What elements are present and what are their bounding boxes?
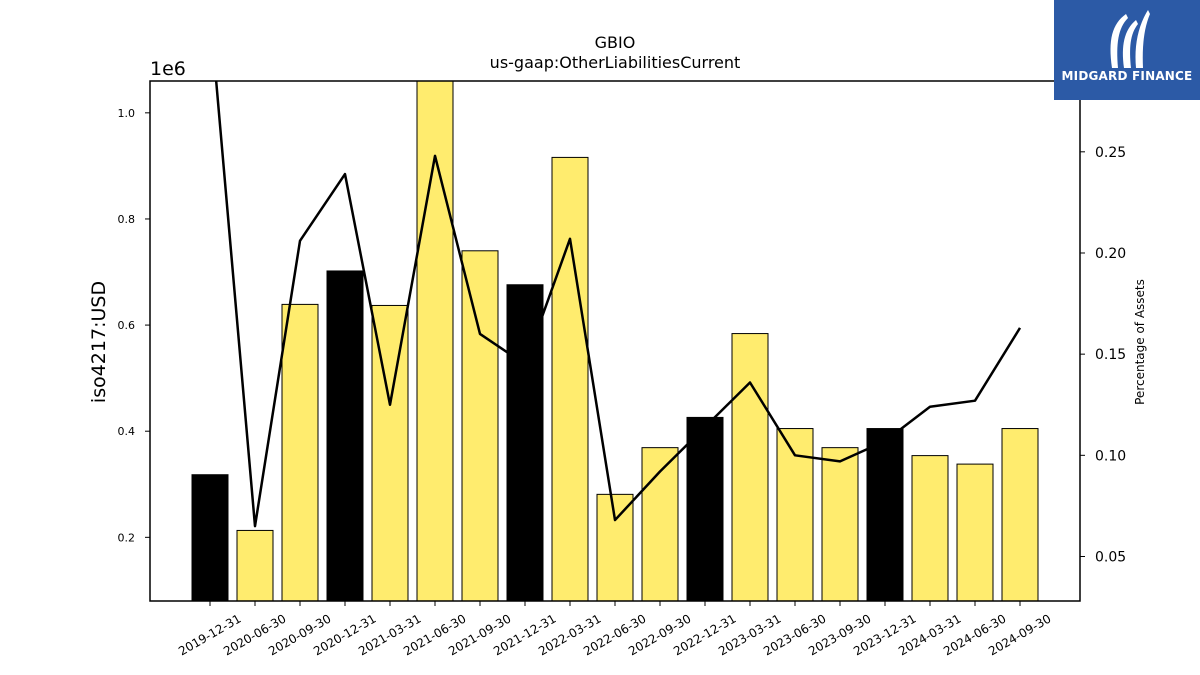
midgard-logo: MIDGARD FINANCE bbox=[1054, 0, 1200, 100]
bar bbox=[416, 80, 454, 602]
line-series bbox=[214, 81, 1022, 528]
midgard-logo-icon bbox=[1110, 10, 1150, 68]
y-axis-offset-label: 1e6 bbox=[150, 58, 186, 80]
y2-axis-label: Percentage of Assets bbox=[1133, 279, 1147, 405]
bar-series bbox=[191, 80, 1039, 602]
y-axis-label: iso4217:USD bbox=[88, 281, 110, 403]
bar bbox=[551, 156, 589, 602]
y2-tick-label: 0.15 bbox=[1095, 347, 1126, 363]
bar bbox=[371, 304, 409, 602]
bar bbox=[821, 447, 859, 602]
y2-tick-label: 0.10 bbox=[1095, 448, 1126, 464]
y-tick-label: 1.0 bbox=[118, 107, 136, 120]
bar bbox=[1001, 428, 1039, 602]
y2-tick-label: 0.20 bbox=[1095, 246, 1126, 262]
bar bbox=[866, 428, 904, 602]
bar bbox=[731, 333, 769, 602]
bar bbox=[191, 474, 229, 602]
bar bbox=[911, 455, 949, 602]
chart-title: GBIO bbox=[595, 33, 636, 52]
y-tick-label: 0.2 bbox=[118, 531, 136, 544]
brand-name: MIDGARD FINANCE bbox=[1061, 69, 1193, 83]
bar bbox=[596, 493, 634, 602]
bar bbox=[461, 250, 499, 602]
chart-subtitle: us-gaap:OtherLiabilitiesCurrent bbox=[490, 53, 741, 72]
y2-tick-label: 0.05 bbox=[1095, 549, 1126, 565]
plot-frame bbox=[149, 80, 1081, 602]
y-tick-label: 0.8 bbox=[118, 213, 136, 226]
y2-tick-label: 0.25 bbox=[1095, 145, 1126, 161]
bar bbox=[956, 463, 994, 602]
bar bbox=[326, 270, 364, 602]
bar bbox=[236, 529, 274, 602]
series-line bbox=[214, 81, 1022, 528]
y-tick-label: 0.6 bbox=[118, 319, 136, 332]
y-tick-label: 0.4 bbox=[118, 425, 136, 438]
bar bbox=[281, 303, 319, 602]
bar bbox=[506, 284, 544, 602]
bar bbox=[686, 416, 724, 602]
